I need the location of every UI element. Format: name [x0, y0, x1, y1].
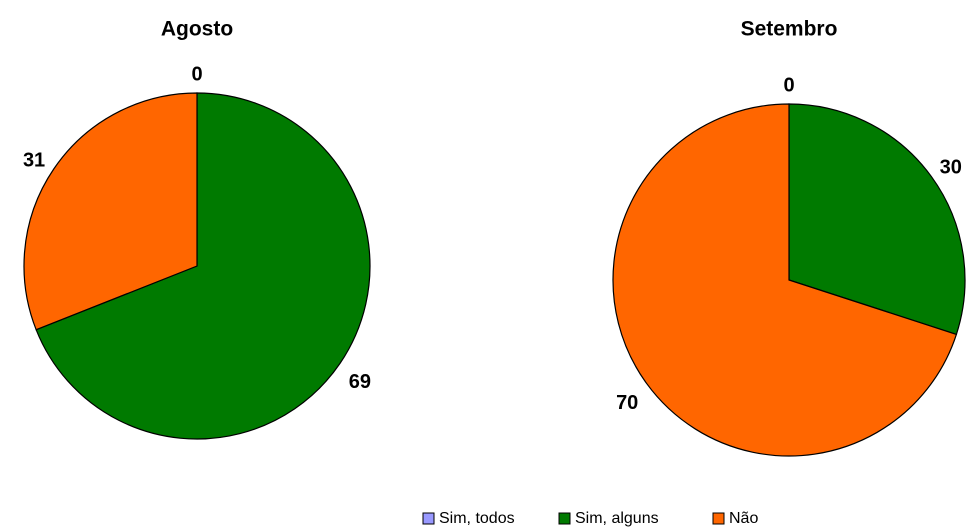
pie-slice: [612, 103, 958, 457]
legend-swatch: [422, 512, 435, 525]
legend-swatch: [712, 512, 725, 525]
chart-title: Agosto: [161, 18, 233, 41]
data-label: 70: [616, 392, 638, 414]
data-label: 0: [191, 63, 202, 85]
legend-label: Sim, alguns: [575, 510, 659, 527]
legend-swatch: [558, 512, 571, 525]
chart-title: Setembro: [741, 18, 838, 41]
pie-slice: [35, 92, 371, 440]
data-label: 69: [349, 371, 371, 393]
data-label: 30: [940, 157, 962, 179]
legend-label: Sim, todos: [439, 510, 515, 527]
data-label: 31: [23, 150, 45, 172]
pie-slice: [23, 92, 198, 331]
legend-label: Não: [729, 510, 758, 527]
data-label: 0: [783, 74, 794, 96]
pie-slice: [788, 103, 966, 336]
